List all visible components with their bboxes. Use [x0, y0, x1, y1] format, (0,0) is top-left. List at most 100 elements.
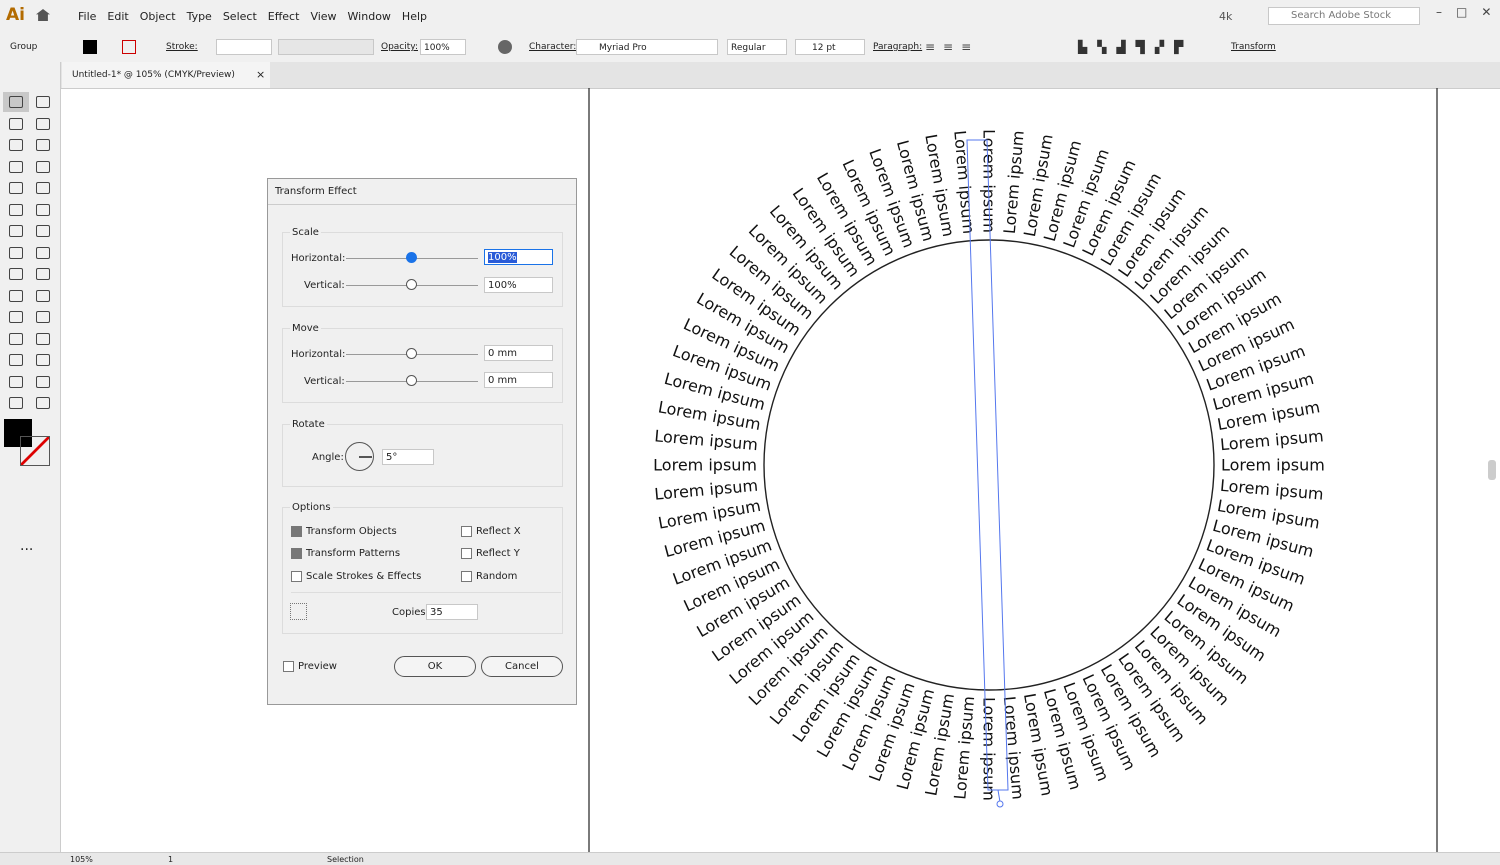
tool-icon[interactable]: [9, 96, 23, 108]
style-icon[interactable]: [498, 40, 512, 54]
checkbox[interactable]: [291, 526, 302, 537]
search-field[interactable]: Search Adobe Stock: [1268, 7, 1420, 25]
artboard-field[interactable]: 1: [168, 855, 173, 864]
checkbox[interactable]: [291, 571, 302, 582]
home-icon[interactable]: [36, 9, 50, 21]
menu-item[interactable]: Edit: [107, 10, 128, 23]
tool-icon[interactable]: [9, 204, 23, 216]
divider: [291, 592, 561, 593]
slider-knob[interactable]: [406, 279, 417, 290]
fill-swatch[interactable]: [83, 40, 97, 54]
opacity-label[interactable]: Opacity:: [381, 42, 418, 52]
tool-icon[interactable]: [9, 290, 23, 302]
checkbox[interactable]: [291, 548, 302, 559]
scale-group: [282, 232, 563, 307]
checkbox[interactable]: [461, 571, 472, 582]
menu-item[interactable]: Help: [402, 10, 427, 23]
transform-link[interactable]: Transform: [1231, 42, 1276, 52]
divider: [268, 204, 576, 205]
checkbox[interactable]: [461, 548, 472, 559]
tab-title: Untitled-1* @ 105% (CMYK/Preview): [72, 70, 235, 80]
reference-point[interactable]: [290, 603, 307, 620]
checkbox-label: Transform Patterns: [306, 548, 400, 559]
menu-item[interactable]: Select: [223, 10, 257, 23]
move-group: [282, 328, 563, 403]
checkbox[interactable]: [283, 661, 294, 672]
menu-item[interactable]: Type: [187, 10, 212, 23]
tool-icon[interactable]: [9, 333, 23, 345]
tool-icon[interactable]: [9, 247, 23, 259]
size-field[interactable]: 12 pt: [795, 39, 865, 55]
control-bar: Group Stroke: Opacity: 100% Character: M…: [0, 32, 1500, 63]
tool-icon[interactable]: [36, 290, 50, 302]
stroke-color[interactable]: [20, 436, 50, 466]
slider-knob[interactable]: [406, 348, 417, 359]
ok-button[interactable]: OK: [394, 656, 476, 677]
menu-item[interactable]: Object: [140, 10, 176, 23]
scale-horizontal-field[interactable]: 100%: [488, 252, 517, 263]
more-tools[interactable]: ···: [20, 542, 33, 558]
opacity-field[interactable]: 100%: [420, 39, 466, 55]
document-tab[interactable]: Untitled-1* @ 105% (CMYK/Preview) ×: [62, 62, 270, 88]
angle-field[interactable]: 5°: [382, 449, 434, 465]
tool-icon[interactable]: [36, 247, 50, 259]
menu-item[interactable]: Window: [348, 10, 391, 23]
status-bar: 105% 1 Selection: [0, 852, 1500, 865]
brush-select[interactable]: [278, 39, 374, 55]
stroke-swatch[interactable]: [122, 40, 136, 54]
move-vertical-field[interactable]: 0 mm: [484, 372, 553, 388]
scale-vertical-field[interactable]: 100%: [484, 277, 553, 293]
scrollbar-thumb[interactable]: [1488, 460, 1496, 480]
cancel-button[interactable]: Cancel: [481, 656, 563, 677]
checkbox[interactable]: [461, 526, 472, 537]
selection-type: Group: [10, 42, 37, 52]
tool-icon[interactable]: [9, 139, 23, 151]
tool-icon[interactable]: [9, 354, 23, 366]
slider-knob[interactable]: [406, 252, 417, 263]
tool-icon[interactable]: [9, 397, 23, 409]
tool-icon[interactable]: [36, 118, 50, 130]
tool-icon[interactable]: [9, 268, 23, 280]
font-field[interactable]: Myriad Pro: [576, 39, 718, 55]
angle-dial[interactable]: [345, 442, 374, 471]
tool-icon[interactable]: [36, 354, 50, 366]
tool-icon[interactable]: [36, 204, 50, 216]
menu-item[interactable]: File: [78, 10, 96, 23]
style-field[interactable]: Regular: [727, 39, 787, 55]
tool-icon[interactable]: [36, 225, 50, 237]
tab-close[interactable]: ×: [256, 68, 265, 81]
rotate-handle[interactable]: [997, 801, 1003, 807]
tool-icon[interactable]: [9, 118, 23, 130]
object-align-buttons[interactable]: ▙▚▟▜▞▛: [1078, 40, 1193, 54]
tool-icon[interactable]: [36, 139, 50, 151]
slider-knob[interactable]: [406, 375, 417, 386]
tool-icon[interactable]: [36, 333, 50, 345]
tool-icon[interactable]: [36, 182, 50, 194]
window-controls[interactable]: –□✕: [1436, 5, 1500, 19]
checkbox-label: Random: [476, 571, 517, 582]
paragraph-label[interactable]: Paragraph:: [873, 42, 922, 52]
workspace[interactable]: 4k: [1219, 10, 1232, 23]
tool-icon[interactable]: [36, 397, 50, 409]
stroke-label[interactable]: Stroke:: [166, 42, 198, 52]
tool-icon[interactable]: [36, 311, 50, 323]
tool-icon[interactable]: [36, 376, 50, 388]
copies-field[interactable]: 35: [426, 604, 478, 620]
tool-icon[interactable]: [36, 96, 50, 108]
tool-icon[interactable]: [9, 161, 23, 173]
menu-item[interactable]: Effect: [268, 10, 300, 23]
menu-item[interactable]: View: [310, 10, 336, 23]
radial-label: Lorem ipsum: [980, 697, 999, 801]
tool-icon[interactable]: [9, 225, 23, 237]
move-horizontal-field[interactable]: 0 mm: [484, 345, 553, 361]
zoom-field[interactable]: 105%: [70, 855, 93, 864]
tool-icon[interactable]: [9, 376, 23, 388]
radial-label: Lorem ipsum: [653, 456, 757, 475]
character-label[interactable]: Character:: [529, 42, 576, 52]
tool-icon[interactable]: [36, 268, 50, 280]
tool-icon[interactable]: [9, 311, 23, 323]
tool-icon[interactable]: [9, 182, 23, 194]
tool-icon[interactable]: [36, 161, 50, 173]
stroke-weight[interactable]: [216, 39, 272, 55]
align-buttons[interactable]: ≡≡≡: [925, 40, 979, 54]
